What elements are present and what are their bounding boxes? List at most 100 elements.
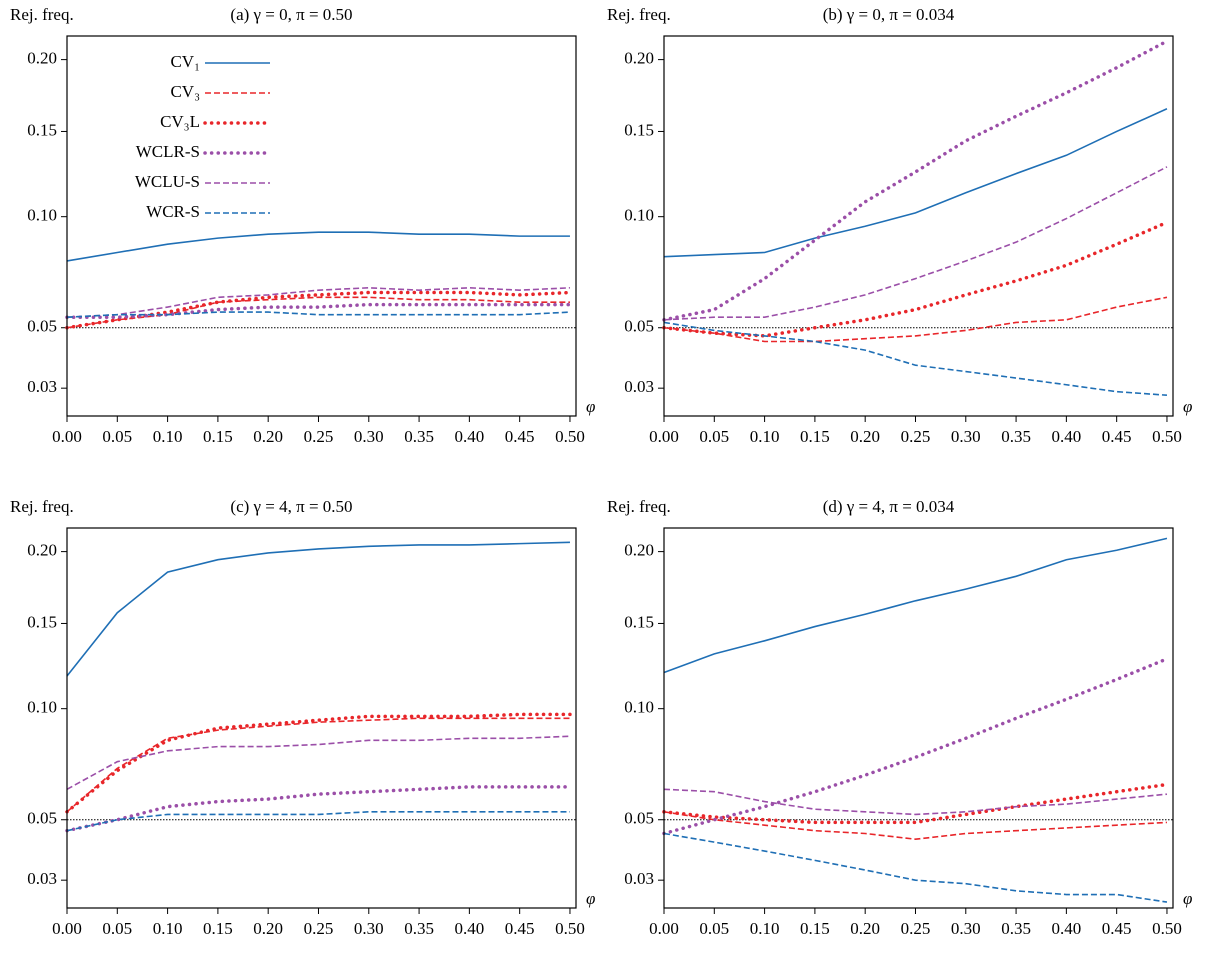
y-tick-label: 0.05 — [27, 809, 57, 828]
x-tick-label: 0.30 — [354, 919, 384, 938]
x-tick-label: 0.50 — [1152, 427, 1182, 446]
y-tick-label: 0.15 — [27, 120, 57, 139]
x-tick-label: 0.05 — [102, 427, 132, 446]
series-line — [663, 537, 1168, 674]
x-tick-label: 0.25 — [304, 427, 334, 446]
series-line — [663, 108, 1168, 258]
x-tick-label: 0.00 — [52, 427, 82, 446]
series-line — [663, 788, 1168, 816]
series-line — [66, 296, 570, 329]
x-tick-label: 0.05 — [699, 919, 729, 938]
series-line — [66, 811, 570, 832]
y-tick-label: 0.15 — [27, 612, 57, 631]
x-tick-label: 0.30 — [951, 919, 981, 938]
x-tick-label: 0.30 — [951, 427, 981, 446]
panel-title: (c) γ = 4, π = 0.50 — [230, 497, 352, 516]
x-tick-label: 0.40 — [454, 919, 484, 938]
y-tick-label: 0.03 — [624, 377, 654, 396]
legend-label: CV₁ — [170, 52, 200, 71]
x-tick-label: 0.25 — [901, 427, 931, 446]
y-axis-label: Rej. freq. — [607, 497, 671, 516]
panel-title: (d) γ = 4, π = 0.034 — [823, 497, 955, 516]
x-tick-label: 0.40 — [1051, 427, 1081, 446]
series-line — [662, 220, 1169, 338]
series-line — [65, 785, 572, 833]
series-line — [65, 712, 572, 814]
y-tick-label: 0.20 — [27, 541, 57, 560]
x-tick-label: 0.40 — [454, 427, 484, 446]
x-tick-label: 0.05 — [102, 919, 132, 938]
y-axis-label: Rej. freq. — [10, 5, 74, 24]
x-axis-label: φ — [586, 397, 595, 416]
x-tick-label: 0.45 — [505, 919, 535, 938]
x-tick-label: 0.50 — [555, 427, 585, 446]
series-line — [65, 302, 572, 319]
x-tick-label: 0.50 — [1152, 919, 1182, 938]
y-tick-label: 0.05 — [27, 317, 57, 336]
series-line — [66, 717, 570, 813]
y-axis-label: Rej. freq. — [10, 497, 74, 516]
x-tick-label: 0.25 — [304, 919, 334, 938]
x-tick-label: 0.20 — [850, 427, 880, 446]
series-line — [663, 166, 1168, 321]
series-line — [662, 657, 1169, 836]
x-tick-label: 0.50 — [555, 919, 585, 938]
y-tick-label: 0.10 — [624, 698, 654, 717]
x-tick-label: 0.35 — [404, 427, 434, 446]
x-tick-label: 0.30 — [354, 427, 384, 446]
x-tick-label: 0.35 — [404, 919, 434, 938]
plot-frame — [663, 527, 1174, 909]
x-tick-label: 0.15 — [800, 427, 830, 446]
y-tick-label: 0.03 — [27, 869, 57, 888]
x-tick-label: 0.45 — [1102, 427, 1132, 446]
x-tick-label: 0.35 — [1001, 919, 1031, 938]
y-tick-label: 0.15 — [624, 120, 654, 139]
x-tick-label: 0.05 — [699, 427, 729, 446]
x-tick-label: 0.15 — [800, 919, 830, 938]
series-line — [663, 811, 1168, 841]
y-tick-label: 0.03 — [624, 869, 654, 888]
x-tick-label: 0.45 — [1102, 919, 1132, 938]
series-line — [662, 782, 1169, 825]
y-axis-label: Rej. freq. — [607, 5, 671, 24]
series-line — [66, 231, 570, 262]
series-line — [66, 287, 571, 319]
panel-title: (a) γ = 0, π = 0.50 — [230, 5, 352, 24]
x-tick-label: 0.40 — [1051, 919, 1081, 938]
x-tick-label: 0.35 — [1001, 427, 1031, 446]
x-tick-label: 0.15 — [203, 427, 233, 446]
x-tick-label: 0.00 — [649, 919, 679, 938]
x-tick-label: 0.20 — [850, 919, 880, 938]
y-tick-label: 0.10 — [27, 698, 57, 717]
series-line — [66, 311, 571, 319]
x-tick-label: 0.10 — [750, 427, 780, 446]
x-tick-label: 0.45 — [505, 427, 535, 446]
x-tick-label: 0.10 — [750, 919, 780, 938]
panel-title: (b) γ = 0, π = 0.034 — [823, 5, 955, 24]
y-tick-label: 0.05 — [624, 317, 654, 336]
plot-frame — [663, 35, 1174, 417]
series-line — [662, 39, 1169, 322]
x-tick-label: 0.00 — [52, 919, 82, 938]
legend-label: WCR-S — [146, 202, 200, 221]
x-tick-label: 0.00 — [649, 427, 679, 446]
y-tick-label: 0.20 — [27, 49, 57, 68]
y-tick-label: 0.03 — [27, 377, 57, 396]
y-tick-label: 0.10 — [624, 206, 654, 225]
x-tick-label: 0.20 — [253, 919, 283, 938]
x-tick-label: 0.25 — [901, 919, 931, 938]
x-axis-label: φ — [1183, 889, 1192, 908]
legend-label: CV₃L — [160, 112, 200, 131]
x-tick-label: 0.15 — [203, 919, 233, 938]
y-tick-label: 0.10 — [27, 206, 57, 225]
series-line — [66, 735, 570, 790]
x-tick-label: 0.10 — [153, 919, 183, 938]
legend-label: CV₃ — [170, 82, 200, 101]
plot-frame — [66, 35, 577, 417]
series-line — [663, 296, 1168, 343]
x-axis-label: φ — [586, 889, 595, 908]
series-line — [66, 541, 570, 677]
y-tick-label: 0.05 — [624, 809, 654, 828]
